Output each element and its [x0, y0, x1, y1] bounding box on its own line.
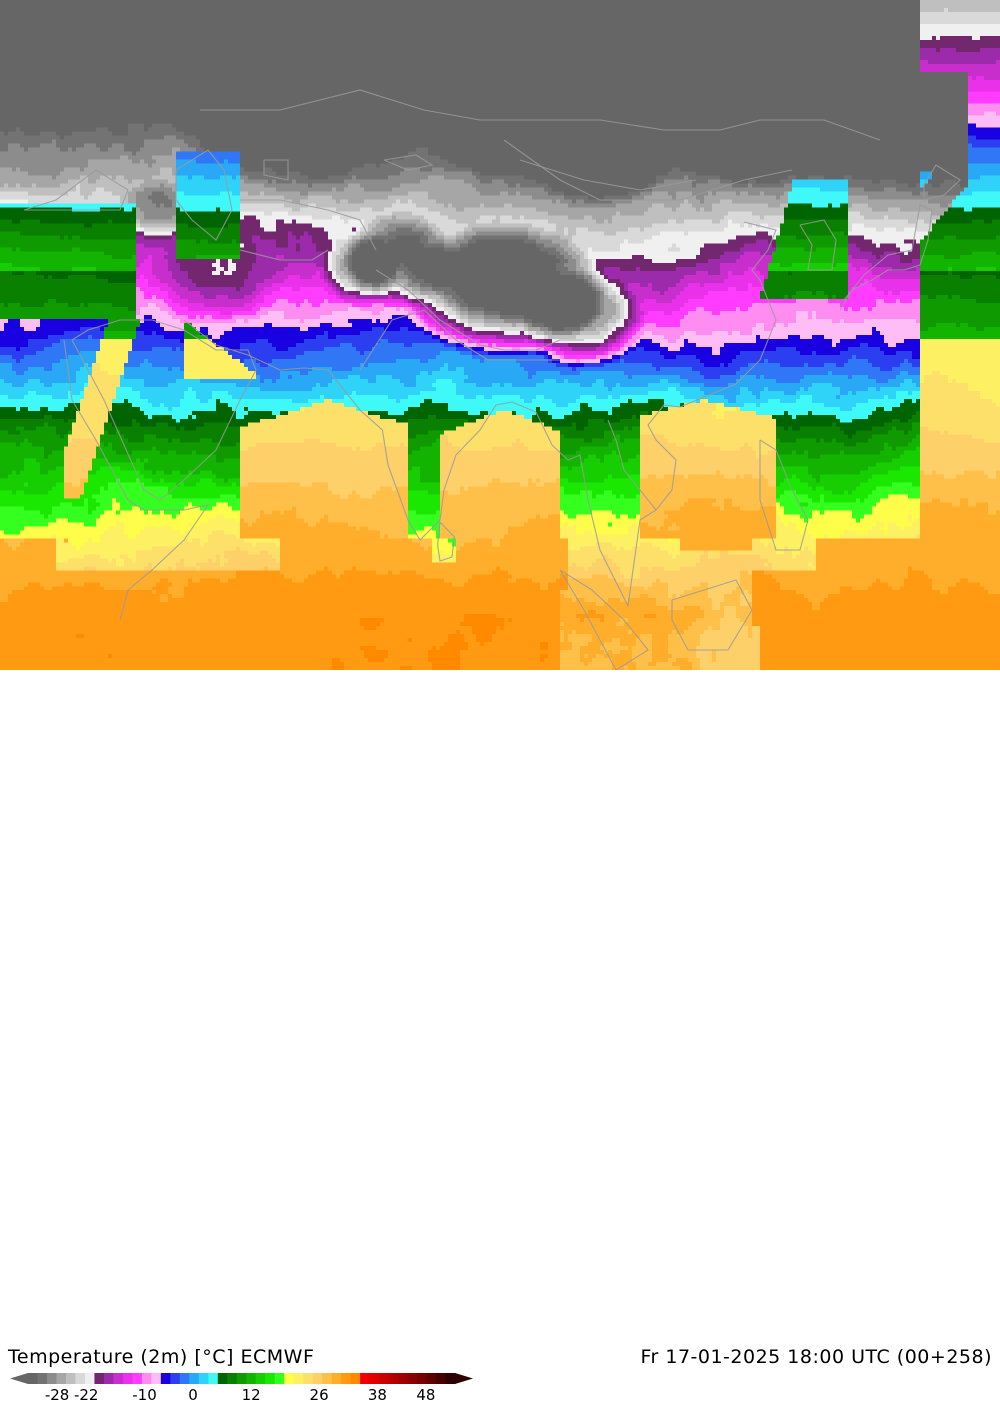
colorbar-tick-label: -10: [132, 1386, 157, 1404]
colorbar-swatch: [265, 1373, 276, 1384]
colorbar-swatch: [208, 1373, 219, 1384]
colorbar-tick-label: 0: [188, 1386, 198, 1404]
colorbar-swatch: [217, 1373, 228, 1384]
colorbar-swatch: [113, 1373, 124, 1384]
colorbar-tick-label: -22: [73, 1386, 99, 1404]
colorbar-swatch: [179, 1373, 190, 1384]
footer-bar: Temperature (2m) [°C] ECMWF Fr 17-01-202…: [0, 670, 1000, 1404]
colorbar-tick-label: -28: [44, 1386, 70, 1404]
colorbar-swatch: [284, 1373, 295, 1384]
colorbar-swatch: [170, 1373, 181, 1384]
colorbar-swatch: [426, 1373, 437, 1384]
colorbar-swatch: [398, 1373, 409, 1384]
colorbar-swatch: [37, 1373, 48, 1384]
page-title: Temperature (2m) [°C] ECMWF: [8, 1346, 315, 1368]
colorbar-swatch: [122, 1373, 133, 1384]
colorbar-swatch: [379, 1373, 390, 1384]
colorbar-swatch: [341, 1373, 352, 1384]
colorbar-swatch: [303, 1373, 314, 1384]
colorbar-tick-label: 26: [309, 1386, 329, 1404]
colorbar-swatch: [407, 1373, 418, 1384]
colorbar-swatch: [436, 1373, 447, 1384]
temperature-field-raster[interactable]: [0, 0, 1000, 670]
colorbar-swatch: [28, 1373, 39, 1384]
colorbar-swatch: [84, 1373, 96, 1384]
colorbar-swatch: [360, 1373, 371, 1384]
colorbar-swatch: [75, 1373, 86, 1384]
colorbar-swatch: [445, 1373, 456, 1384]
colorbar[interactable]: [0, 1371, 480, 1386]
colorbar-swatch: [312, 1373, 323, 1384]
colorbar-swatch: [132, 1373, 143, 1384]
colorbar-swatch: [417, 1373, 428, 1384]
colorbar-swatch: [160, 1373, 171, 1384]
valid-time-label: Fr 17-01-2025 18:00 UTC (00+258): [640, 1346, 992, 1368]
colorbar-swatch: [103, 1373, 114, 1384]
colorbar-tick-label: 48: [416, 1386, 436, 1404]
colorbar-swatch: [56, 1373, 67, 1384]
colorbar-swatch: [246, 1373, 257, 1384]
colorbar-swatch: [65, 1373, 77, 1384]
colorbar-swatch: [350, 1373, 361, 1384]
colorbar-under-arrow: [10, 1373, 28, 1384]
colorbar-swatch: [198, 1373, 209, 1384]
colorbar-swatch: [227, 1373, 238, 1384]
colorbar-swatch: [331, 1373, 342, 1384]
colorbar-swatch: [388, 1373, 399, 1384]
colorbar-swatch: [151, 1373, 162, 1384]
colorbar-swatch: [293, 1373, 304, 1384]
colorbar-tick-label: 12: [241, 1386, 261, 1404]
colorbar-swatch: [322, 1373, 333, 1384]
colorbar-swatch: [189, 1373, 200, 1384]
colorbar-over-arrow: [455, 1373, 473, 1384]
colorbar-swatch: [46, 1373, 58, 1384]
colorbar-swatch: [369, 1373, 380, 1384]
colorbar-tick-label: 38: [367, 1386, 387, 1404]
colorbar-swatch: [141, 1373, 152, 1384]
colorbar-swatch: [274, 1373, 285, 1384]
colorbar-swatch: [255, 1373, 266, 1384]
colorbar-swatches[interactable]: [0, 1371, 480, 1386]
colorbar-swatch: [94, 1373, 105, 1384]
colorbar-swatch: [236, 1373, 247, 1384]
map-panel[interactable]: [0, 0, 1000, 670]
colorbar-tick-labels: -28 -22 -10 0 12 26 38 48: [0, 1386, 480, 1404]
